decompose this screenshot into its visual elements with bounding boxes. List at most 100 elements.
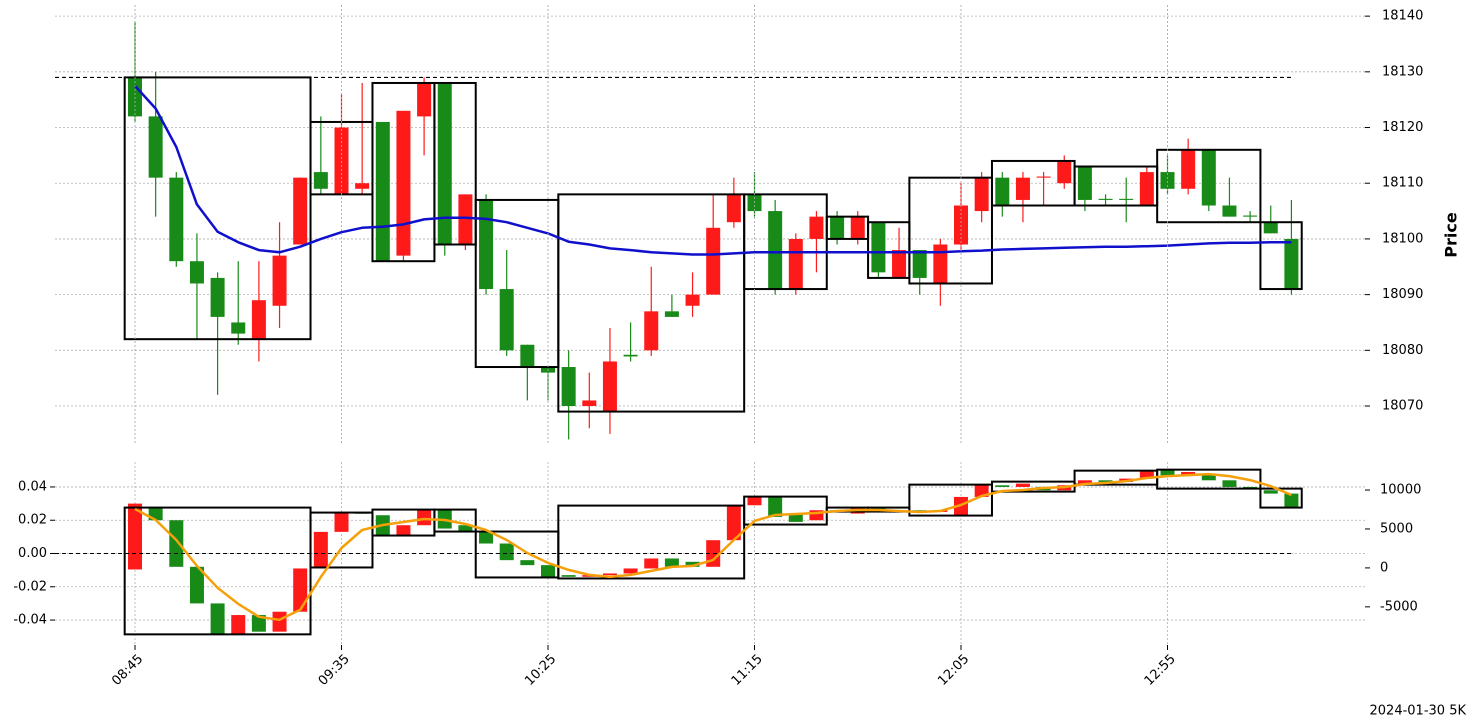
candle-body (1243, 215, 1258, 217)
x-tick-label: 09:35 (316, 652, 353, 689)
candle-body (396, 525, 411, 536)
range-box (908, 483, 993, 517)
candle-body (417, 510, 432, 526)
candle-body (251, 615, 266, 632)
range-box (557, 504, 746, 580)
y2-tick-label: -5000 (1380, 599, 1418, 614)
candle-body (251, 300, 266, 340)
candle-body (293, 177, 308, 245)
candle-body (1077, 166, 1092, 200)
candle-body (788, 513, 803, 522)
candle-body (974, 177, 989, 212)
range-box (557, 193, 746, 413)
y-tick-label: 18070 (1382, 399, 1423, 414)
indicator-line (134, 472, 1292, 622)
y-tick-label: 0.02 (18, 513, 47, 528)
candle-body (561, 367, 576, 407)
candle-body (912, 250, 927, 278)
candle-body (995, 177, 1010, 206)
candle-body (1160, 172, 1175, 189)
x-tick-label: 10:25 (522, 652, 559, 689)
candle-body (1181, 149, 1196, 189)
candle-body (809, 510, 824, 521)
y2-tick-label: 0 (1380, 560, 1388, 575)
candle-body (582, 400, 597, 407)
candle-body (417, 82, 432, 117)
candle-body (1181, 471, 1196, 476)
candle-body (128, 77, 142, 117)
candle-body (974, 485, 989, 497)
candle-body (1222, 205, 1237, 217)
y-tick-label: 18120 (1382, 120, 1423, 135)
candle-body (1015, 483, 1030, 487)
range-box (743, 193, 828, 291)
candle-body (1098, 198, 1113, 200)
range-box (908, 176, 993, 285)
candle-body (561, 575, 576, 577)
candle-body (685, 561, 700, 567)
y2-tick-label: 10000 (1380, 483, 1421, 498)
candle-body (520, 560, 535, 566)
candle-body (272, 611, 287, 632)
candle-body (623, 354, 638, 357)
indicator-line (134, 84, 1292, 256)
candle-body (1263, 490, 1278, 494)
candle-body (1119, 198, 1134, 200)
candle-body (313, 172, 328, 189)
range-box (123, 506, 312, 636)
candle-body (1139, 172, 1154, 206)
candle-body (830, 216, 845, 239)
y-tick-label: 18110 (1382, 176, 1423, 191)
range-box (1156, 468, 1262, 490)
range-box (433, 81, 477, 246)
candle-body (210, 277, 225, 317)
y-axis-label: Price (1442, 212, 1461, 258)
candle-body (664, 558, 679, 567)
candle-body (169, 520, 184, 567)
x-tick-label: 08:45 (109, 652, 146, 689)
candle-body (1284, 493, 1299, 507)
candle-body (809, 216, 824, 239)
y2-tick-label: 5000 (1380, 521, 1413, 536)
candle-body (747, 496, 762, 506)
candle-body (231, 322, 246, 334)
candle-body (1201, 149, 1216, 206)
candle-body (1284, 238, 1299, 290)
candle-body (768, 211, 783, 290)
y-tick-label: 18140 (1382, 9, 1423, 24)
candle-body (685, 294, 700, 306)
range-box (309, 511, 374, 569)
candle-body (479, 531, 494, 544)
candle-body (189, 566, 204, 604)
y-tick-label: -0.04 (13, 613, 47, 628)
candle-body (602, 573, 617, 576)
candle-body (1160, 470, 1175, 476)
candle-body (499, 289, 514, 351)
candle-body (602, 361, 617, 412)
candle-body (726, 505, 741, 541)
candle-body (706, 227, 721, 295)
y-tick-label: 18080 (1382, 343, 1423, 358)
candle-body (148, 116, 163, 178)
candle-body (334, 127, 349, 195)
candle-body (1057, 160, 1072, 184)
range-box (1259, 221, 1303, 291)
candle-body (169, 177, 184, 262)
candle-body (541, 565, 555, 577)
candle-body (995, 485, 1010, 487)
candle-body (355, 183, 370, 189)
candle-body (850, 216, 865, 239)
candle-body (1263, 222, 1278, 234)
y-tick-label: 18130 (1382, 64, 1423, 79)
candle-body (788, 238, 803, 290)
candle-body (128, 503, 142, 570)
candle-body (644, 558, 659, 569)
candle-body (1139, 470, 1154, 479)
candle-body (313, 531, 328, 567)
range-box (1156, 148, 1262, 224)
candle-body (499, 543, 514, 561)
candle-body (1222, 480, 1237, 487)
candle-body (375, 121, 390, 262)
candle-body (768, 496, 783, 517)
